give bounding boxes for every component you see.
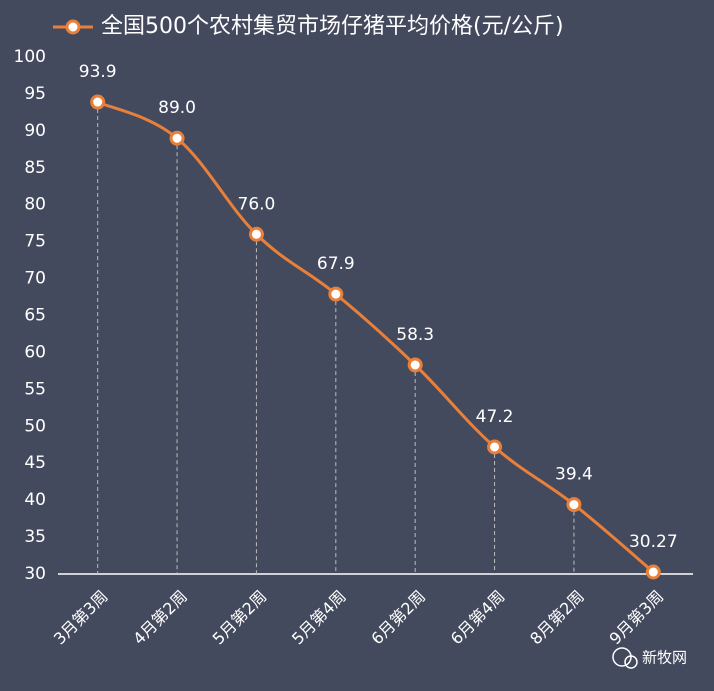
y-tick-label: 40	[24, 490, 46, 510]
data-label: 67.9	[317, 254, 355, 274]
point	[645, 564, 661, 580]
y-tick-label: 50	[24, 416, 46, 436]
point	[566, 497, 582, 513]
point	[169, 130, 185, 146]
data-label: 39.4	[555, 465, 593, 485]
y-tick-label: 95	[24, 84, 46, 104]
data-label: 93.9	[79, 62, 117, 82]
legend-label: 全国500个农村集贸市场仔猪平均价格(元/公斤)	[101, 14, 564, 39]
series-line	[97, 100, 655, 574]
watermark: 新牧网	[642, 649, 687, 667]
point	[407, 357, 423, 373]
y-tick-label: 55	[24, 379, 46, 399]
y-tick-label: 35	[24, 527, 46, 547]
data-label: 76.0	[238, 194, 276, 214]
y-tick-label: 65	[24, 306, 46, 326]
data-label: 30.27	[629, 532, 678, 552]
data-label: 89.0	[158, 98, 196, 118]
point	[90, 94, 106, 110]
y-tick-label: 100	[14, 47, 46, 67]
y-tick-label: 30	[24, 564, 46, 584]
y-tick-label: 85	[24, 158, 46, 178]
data-label: 58.3	[396, 325, 434, 345]
watermark-icon	[612, 647, 638, 669]
y-tick-label: 70	[24, 269, 46, 289]
y-tick-label: 45	[24, 453, 46, 473]
y-tick-label: 80	[24, 195, 46, 215]
legend-marker	[65, 19, 81, 35]
point	[248, 226, 264, 242]
y-tick-label: 75	[24, 232, 46, 252]
y-tick-label: 60	[24, 342, 46, 362]
data-label: 47.2	[476, 407, 514, 427]
y-tick-label: 90	[24, 121, 46, 141]
point	[487, 439, 503, 455]
point	[328, 286, 344, 302]
